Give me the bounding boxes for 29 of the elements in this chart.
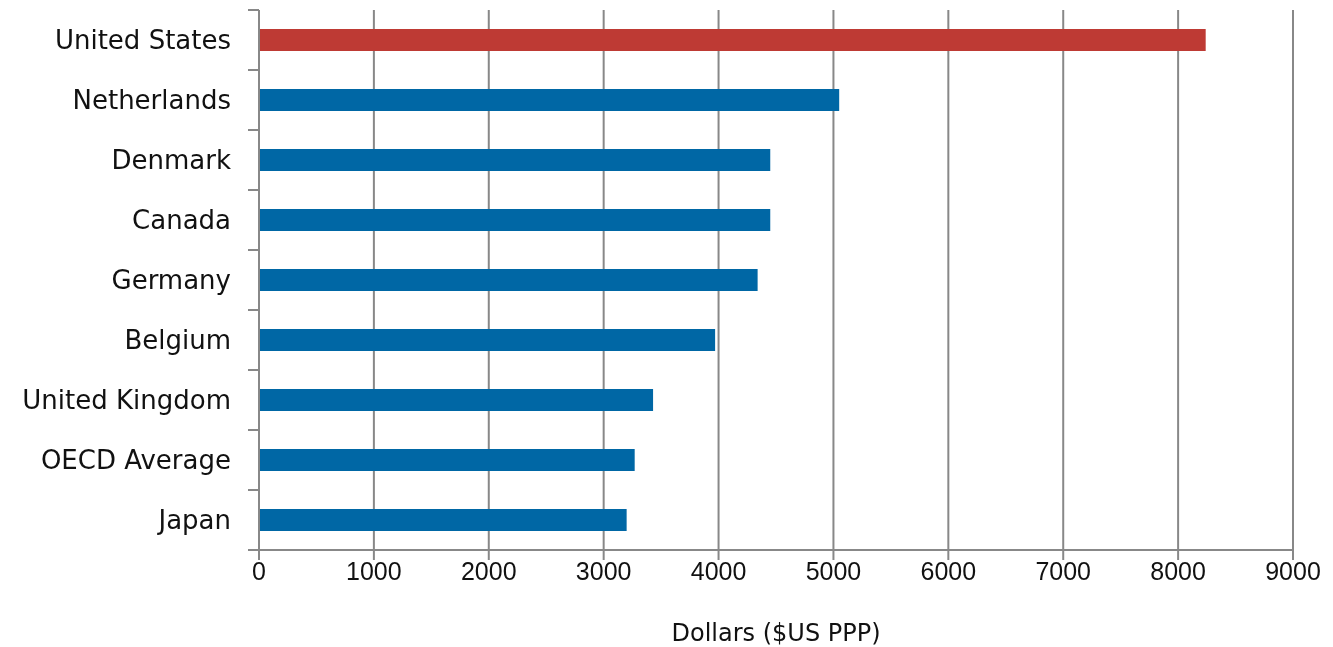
y-tick-label: Netherlands [72, 85, 231, 115]
x-tick-label: 4000 [690, 556, 747, 585]
x-tick-label: 2000 [460, 556, 517, 585]
x-tick-label: 7000 [1035, 556, 1092, 585]
x-tick-label: 3000 [575, 556, 632, 585]
bar [259, 149, 771, 171]
y-tick-label: OECD Average [40, 445, 231, 475]
x-tick-label: 9000 [1265, 556, 1321, 585]
bar [259, 509, 627, 531]
x-tick-label: 8000 [1150, 556, 1206, 585]
y-tick-label: United Kingdom [22, 385, 231, 415]
bar [259, 209, 771, 231]
x-tick-label: 1000 [346, 556, 402, 585]
x-tick-label: 0 [252, 556, 266, 585]
y-tick-label: Germany [111, 265, 231, 295]
x-tick-label: 5000 [805, 556, 862, 585]
y-tick-label: United States [54, 25, 231, 55]
y-tick-label: Belgium [124, 325, 231, 355]
x-axis-title: Dollars ($US PPP) [671, 619, 881, 647]
bar [259, 89, 840, 111]
bar [259, 389, 654, 411]
bar [259, 329, 716, 351]
bar [259, 29, 1206, 51]
y-tick-label: Canada [132, 205, 231, 235]
bar [259, 269, 758, 291]
bar [259, 449, 635, 471]
x-tick-label: 6000 [920, 556, 977, 585]
y-tick-label: Denmark [111, 145, 231, 175]
y-tick-label: Japan [156, 505, 231, 535]
